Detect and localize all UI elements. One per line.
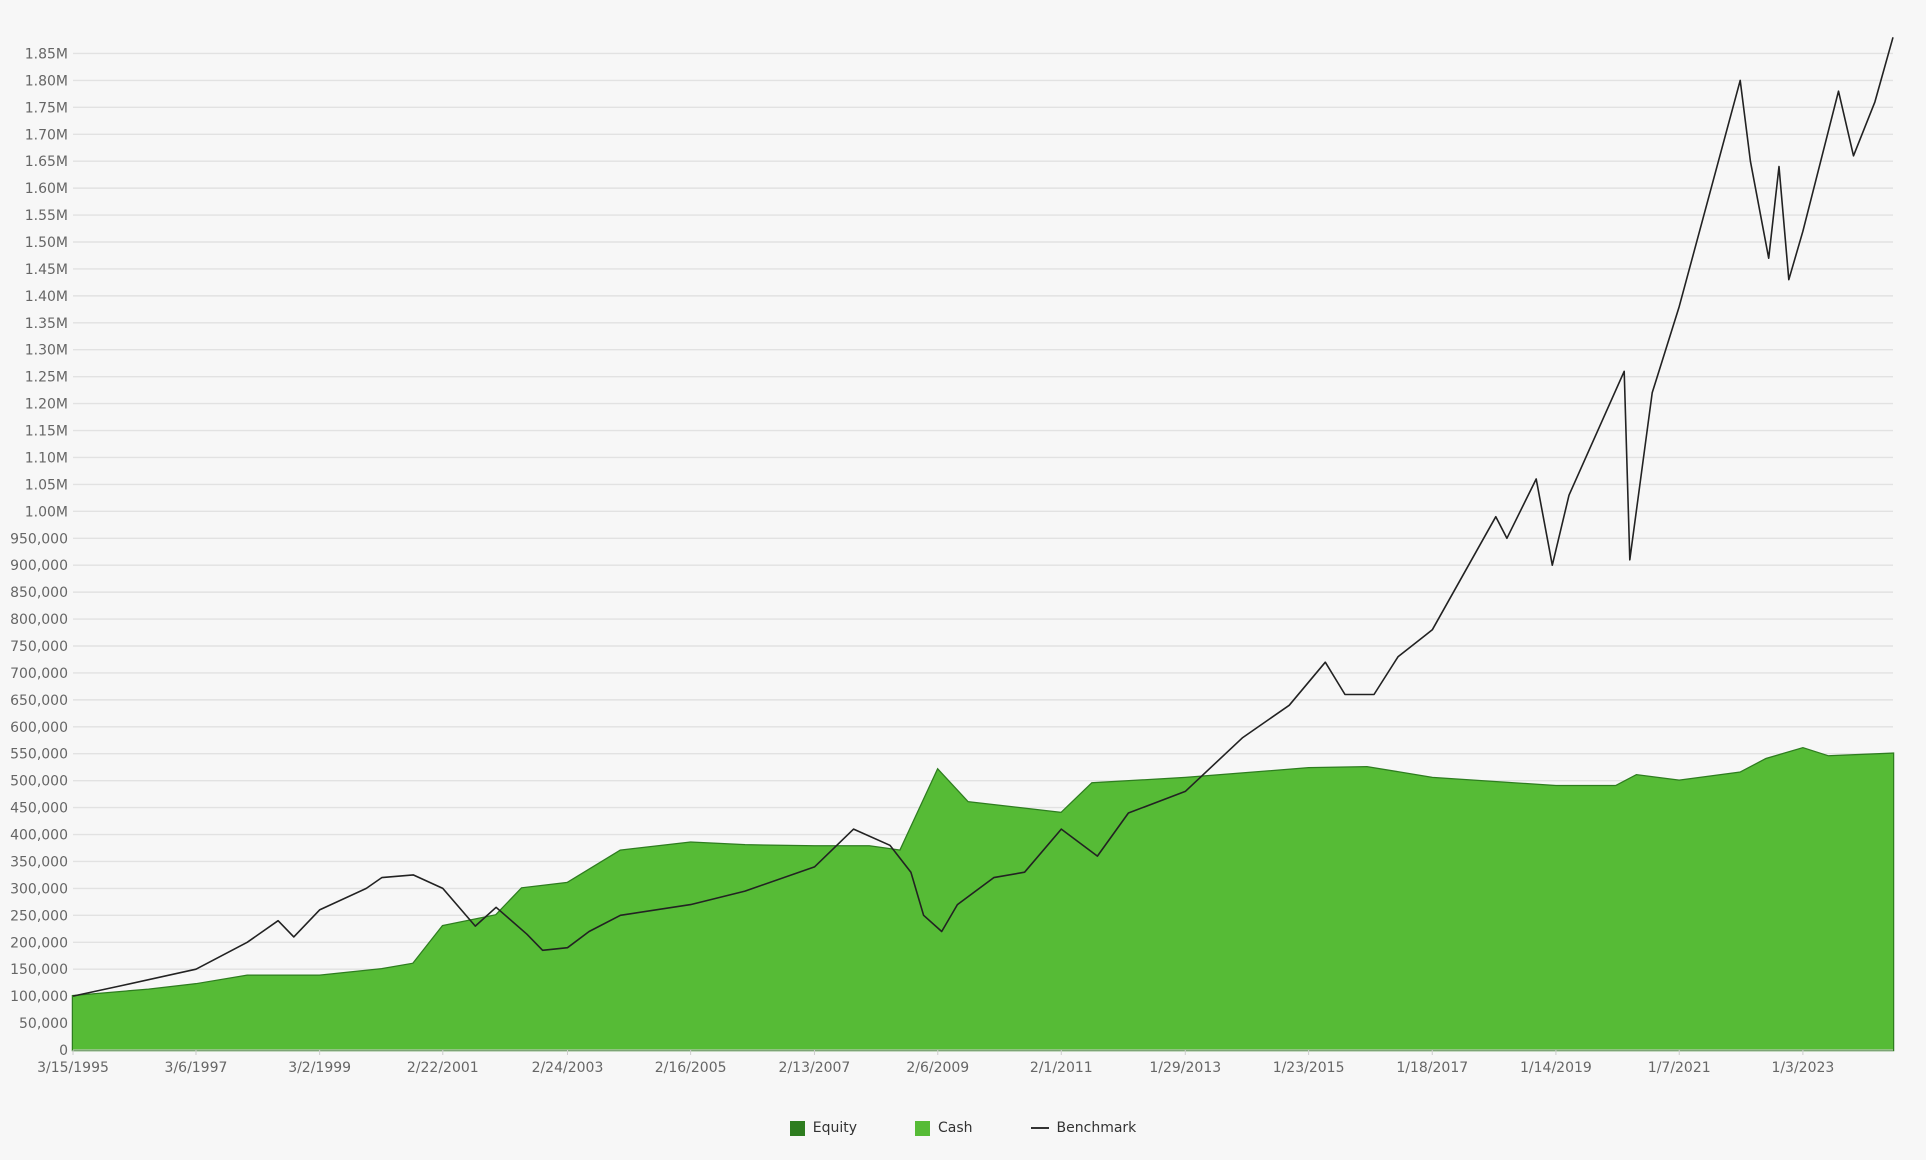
legend-label-equity: Equity bbox=[812, 1120, 857, 1136]
y-tick-label: 300,000 bbox=[10, 881, 68, 897]
y-tick-label: 1.10M bbox=[25, 450, 68, 466]
x-tick-label: 1/29/2013 bbox=[1149, 1060, 1221, 1076]
y-tick-label: 1.55M bbox=[25, 208, 68, 224]
series-benchmark-line bbox=[72, 37, 1894, 997]
y-tick-label: 50,000 bbox=[19, 1016, 68, 1032]
y-tick-label: 800,000 bbox=[10, 612, 68, 628]
y-tick-label: 1.45M bbox=[25, 262, 68, 278]
x-tick-label: 2/16/2005 bbox=[655, 1060, 727, 1076]
y-tick-label: 150,000 bbox=[10, 962, 68, 978]
legend: Equity Cash Benchmark bbox=[0, 1120, 1926, 1136]
y-tick-label: 1.05M bbox=[25, 477, 68, 493]
y-tick-label: 500,000 bbox=[10, 774, 68, 790]
y-tick-label: 700,000 bbox=[10, 666, 68, 682]
legend-item-equity[interactable]: Equity bbox=[789, 1120, 857, 1136]
y-tick-label: 1.20M bbox=[25, 397, 68, 413]
equity-chart: 0 50,000 100,000 150,000 200,000 250,000 300,0… bbox=[10, 37, 1895, 1076]
y-tick-label: 1.35M bbox=[25, 316, 68, 332]
line-series bbox=[72, 37, 1894, 997]
y-tick-label: 1.80M bbox=[25, 73, 68, 89]
y-tick-label: 900,000 bbox=[10, 558, 68, 574]
y-tick-label: 550,000 bbox=[10, 747, 68, 763]
y-tick-label: 1.50M bbox=[25, 235, 68, 251]
legend-item-cash[interactable]: Cash bbox=[915, 1120, 973, 1136]
y-tick-label: 450,000 bbox=[10, 801, 68, 817]
x-tick-label: 2/22/2001 bbox=[407, 1060, 479, 1076]
y-axis: 0 50,000 100,000 150,000 200,000 250,000 300,0… bbox=[10, 46, 68, 1059]
y-tick-label: 1.70M bbox=[25, 127, 68, 143]
x-tick-label: 3/6/1997 bbox=[165, 1060, 228, 1076]
x-tick-label: 2/6/2009 bbox=[906, 1060, 969, 1076]
y-tick-label: 250,000 bbox=[10, 908, 68, 924]
y-tick-label: 950,000 bbox=[10, 531, 68, 547]
x-tick-label: 1/7/2021 bbox=[1648, 1060, 1711, 1076]
y-tick-label: 1.60M bbox=[25, 181, 68, 197]
y-tick-label: 350,000 bbox=[10, 854, 68, 870]
y-tick-label: 1.75M bbox=[25, 100, 68, 116]
x-tick-label: 1/3/2023 bbox=[1771, 1060, 1834, 1076]
legend-swatch-cash bbox=[915, 1120, 930, 1136]
y-tick-label: 1.15M bbox=[25, 424, 68, 440]
y-tick-label: 200,000 bbox=[10, 935, 68, 951]
x-tick-label: 2/1/2011 bbox=[1030, 1060, 1093, 1076]
legend-swatch-equity bbox=[789, 1120, 805, 1136]
legend-label-benchmark: Benchmark bbox=[1056, 1120, 1137, 1136]
y-tick-label: 400,000 bbox=[10, 828, 68, 844]
x-tick-label: 1/23/2015 bbox=[1273, 1060, 1345, 1076]
x-tick-label: 1/14/2019 bbox=[1520, 1060, 1592, 1076]
y-tick-label: 1.65M bbox=[25, 154, 68, 170]
x-tick-label: 3/15/1995 bbox=[37, 1060, 109, 1076]
y-tick-label: 600,000 bbox=[10, 720, 68, 736]
y-tick-label: 750,000 bbox=[10, 639, 68, 655]
y-tick-label: 0 bbox=[59, 1043, 68, 1059]
y-tick-label: 1.30M bbox=[25, 343, 68, 359]
y-tick-label: 1.00M bbox=[25, 504, 68, 520]
y-tick-label: 850,000 bbox=[10, 585, 68, 601]
area-series bbox=[71, 746, 1895, 1052]
x-tick-label: 2/24/2003 bbox=[532, 1060, 604, 1076]
y-tick-label: 1.85M bbox=[25, 46, 68, 62]
y-tick-label: 1.25M bbox=[25, 370, 68, 386]
grid-lines bbox=[73, 52, 1893, 1051]
y-tick-label: 100,000 bbox=[10, 989, 68, 1005]
series-cash-area bbox=[73, 748, 1893, 1050]
legend-item-benchmark[interactable]: Benchmark bbox=[1030, 1120, 1137, 1136]
legend-label-cash: Cash bbox=[938, 1120, 973, 1136]
legend-swatch-benchmark bbox=[1030, 1127, 1049, 1129]
x-tick-label: 1/18/2017 bbox=[1396, 1060, 1468, 1076]
x-tick-label: 3/2/1999 bbox=[288, 1060, 351, 1076]
x-axis: 3/15/1995 3/6/1997 3/2/1999 2/22/2001 2/24/2… bbox=[37, 1049, 1893, 1076]
y-tick-label: 650,000 bbox=[10, 693, 68, 709]
y-tick-label: 1.40M bbox=[25, 289, 68, 305]
x-tick-label: 2/13/2007 bbox=[779, 1060, 851, 1076]
